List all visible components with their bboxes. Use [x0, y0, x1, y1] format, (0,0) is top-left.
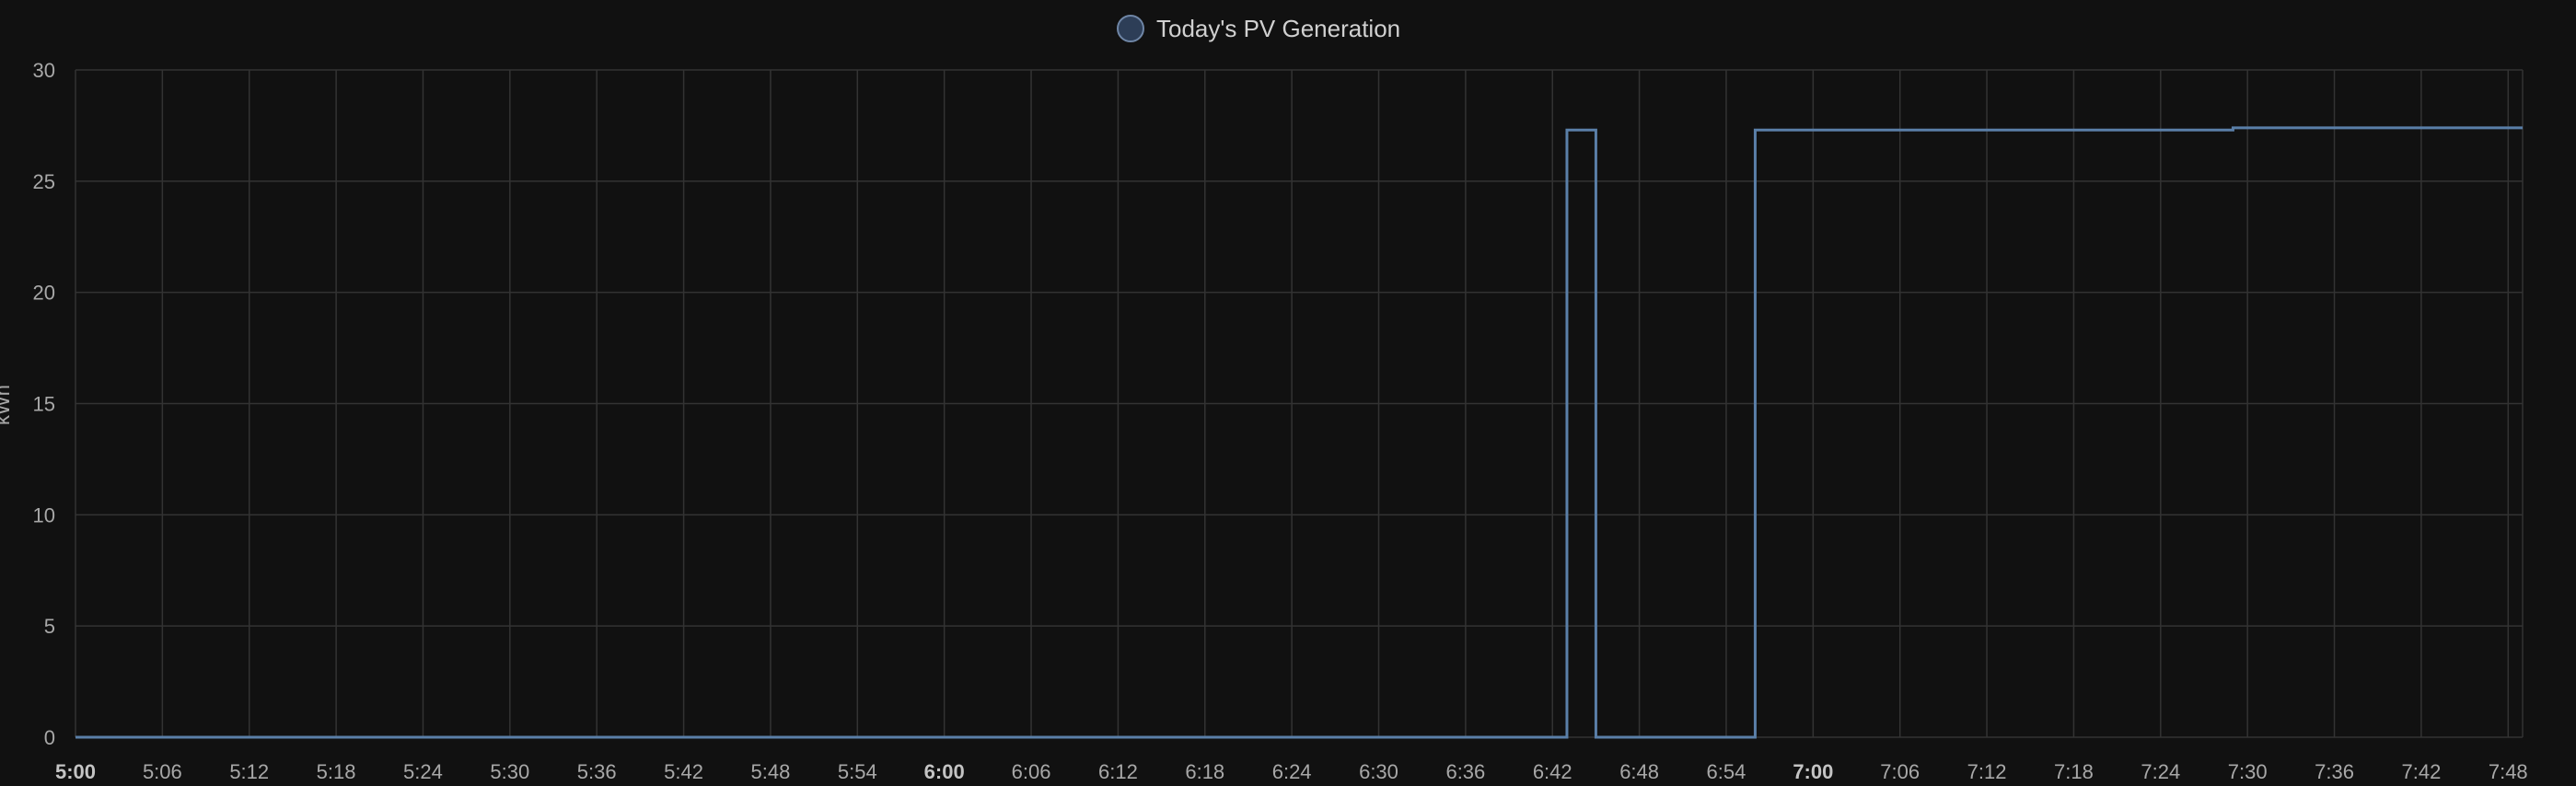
series-layer — [75, 126, 2523, 739]
x-tick-label: 5:42 — [664, 760, 703, 783]
x-tick-label: 5:54 — [838, 760, 877, 783]
x-tick-label: 6:06 — [1012, 760, 1051, 783]
x-tick-label: 6:48 — [1619, 760, 1659, 783]
x-tick-label: 5:00 — [55, 760, 96, 783]
x-tick-label: 7:18 — [2054, 760, 2094, 783]
x-axis-ticks: 5:00 5:06 5:12 5:18 5:24 5:30 5:36 5:42 5:48 5:54… — [55, 760, 2528, 783]
x-tick-label: 5:06 — [143, 760, 182, 783]
x-tick-label: 5:48 — [751, 760, 791, 783]
x-tick-label: 7:42 — [2401, 760, 2441, 783]
y-tick-label: 5 — [44, 615, 55, 638]
series-line — [75, 126, 2523, 739]
x-tick-label: 5:24 — [403, 760, 443, 783]
y-tick-label: 30 — [33, 59, 55, 82]
x-tick-label: 6:54 — [1707, 760, 1746, 783]
y-tick-label: 10 — [33, 503, 55, 526]
x-tick-label: 6:12 — [1098, 760, 1138, 783]
x-tick-label: 7:06 — [1880, 760, 1920, 783]
x-tick-label: 7:24 — [2141, 760, 2180, 783]
x-tick-label: 5:12 — [229, 760, 269, 783]
x-tick-label: 6:36 — [1445, 760, 1485, 783]
x-tick-label: 5:36 — [577, 760, 617, 783]
x-tick-label: 5:18 — [317, 760, 356, 783]
legend[interactable]: Today's PV Generation — [1117, 15, 1400, 42]
x-tick-label: 6:30 — [1359, 760, 1398, 783]
x-tick-label: 6:18 — [1185, 760, 1224, 783]
x-tick-label: 6:00 — [924, 760, 965, 783]
x-tick-label: 7:00 — [1793, 760, 1833, 783]
y-axis-title: kWh — [0, 385, 14, 425]
grid-lines — [75, 69, 2524, 738]
y-tick-label: 15 — [33, 393, 55, 416]
legend-marker[interactable] — [1117, 15, 1144, 42]
x-tick-label: 7:12 — [1967, 760, 2007, 783]
x-tick-label: 7:48 — [2489, 760, 2528, 783]
x-tick-label: 6:42 — [1533, 760, 1572, 783]
y-tick-label: 20 — [33, 282, 55, 305]
x-tick-label: 6:24 — [1272, 760, 1312, 783]
y-tick-label: 25 — [33, 170, 55, 193]
legend-label[interactable]: Today's PV Generation — [1156, 15, 1400, 42]
x-tick-label: 7:30 — [2228, 760, 2268, 783]
x-tick-label: 5:30 — [490, 760, 529, 783]
x-tick-label: 7:36 — [2315, 760, 2354, 783]
y-tick-label: 0 — [44, 726, 55, 749]
y-axis-ticks: 0 5 10 15 20 25 30 — [33, 59, 55, 749]
